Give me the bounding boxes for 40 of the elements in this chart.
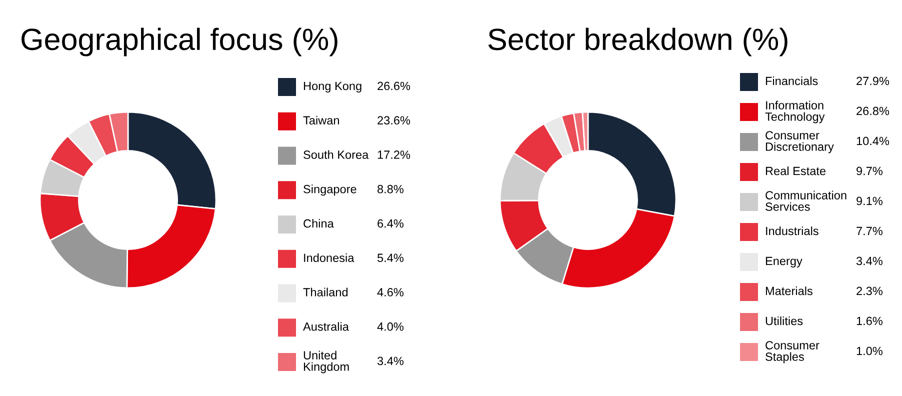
legend-label: Australia	[303, 322, 349, 331]
data-label: 27.9%	[856, 76, 890, 86]
data-label: 5.4%	[377, 254, 404, 262]
data-label: 10.4%	[856, 136, 890, 146]
data-label: 4.0%	[377, 322, 404, 331]
legend-label: Thailand	[303, 288, 348, 296]
legend-label: Indonesia	[304, 253, 354, 262]
legend-label: Real Estate	[766, 166, 826, 176]
data-label: 17.2%	[378, 150, 410, 159]
legend-label: Taiwan	[303, 116, 339, 125]
chart-title: Sector breakdown (%)	[488, 28, 788, 56]
legend-label: Materials	[766, 286, 812, 296]
data-label: 26.8%	[856, 106, 890, 116]
legend-label: Consumer Staples	[766, 341, 820, 364]
legend-label: Industrials	[766, 226, 818, 236]
legend-label: South Korea	[304, 150, 369, 159]
data-label: 26.6%	[378, 82, 410, 90]
data-label: 3.4%	[377, 356, 404, 366]
data-label: 4.6%	[377, 288, 404, 296]
data-label: 2.3%	[856, 286, 882, 296]
chart-title: Geographical focus (%)	[22, 28, 338, 56]
legend-label: Communication Services	[766, 190, 846, 211]
data-label: 8.8%	[378, 184, 404, 194]
legend-label: China	[304, 218, 334, 228]
data-label: 7.7%	[856, 226, 882, 236]
legend-label: Financials	[766, 76, 818, 86]
legend-label: Consumer Discretionary	[766, 131, 834, 154]
legend-label: Information Technology	[765, 100, 825, 124]
legend-label: Utilities	[766, 316, 803, 326]
data-label: 1.0%	[856, 346, 882, 356]
data-label: 23.6%	[378, 116, 410, 125]
data-label: 1.6%	[856, 316, 882, 326]
data-label: 9.7%	[856, 166, 882, 176]
data-label: 6.4%	[378, 219, 404, 228]
legend-label: Hong Kong	[304, 82, 362, 92]
data-label: 9.1%	[856, 196, 882, 206]
legend-label: United Kingdom	[304, 350, 349, 374]
legend-label: Singapore	[304, 184, 356, 196]
data-label: 3.4%	[856, 256, 882, 266]
legend-label: Energy	[766, 256, 802, 268]
